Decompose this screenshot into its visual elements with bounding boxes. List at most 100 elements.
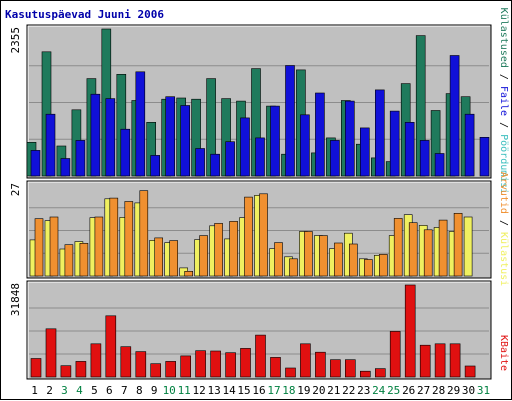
label-files: Faile [498,86,509,116]
bar-bottom-KBaite-3 [60,365,72,378]
bar-top-Faile-25 [389,110,400,177]
bar-middle-Arvutid-1 [34,218,44,277]
bar-middle-Arvutid-9 [154,237,163,277]
bar-middle-Arvutid-24 [378,254,388,277]
bar-bottom-KBaite-8 [135,351,147,378]
bar-middle-Arvutid-18 [289,258,298,277]
x-tick-label: 4 [76,384,83,397]
bar-bottom-KBaite-18 [285,367,296,378]
bar-middle-Arvutid-2 [49,216,59,277]
x-tick-label: 10 [163,384,176,397]
x-tick-label: 14 [222,384,236,397]
label-hits: Pöördumisi [498,134,509,194]
x-tick-label: 5 [91,384,98,397]
x-tick-label: 11 [178,384,191,397]
label-sites: Arvutid [498,172,509,214]
bar-bottom-KBaite-5 [90,343,102,378]
x-tick-label: 7 [121,384,128,397]
bar-top-Faile-15 [240,117,250,177]
bar-bottom-KBaite-9 [150,363,161,378]
bar-middle-Arvutid-3 [64,244,74,277]
bar-bottom-KBaite-1 [30,358,42,378]
bar-middle-Arvutid-26 [408,222,418,277]
bar-middle-Arvutid-25 [393,218,403,277]
chart-title: Kasutuspäevad Juuni 2006 [5,8,164,21]
x-tick-label: 29 [447,384,460,397]
bar-middle-Arvutid-5 [94,216,104,277]
panel-bottom: 31848 [9,280,492,380]
x-tick-label: 21 [327,384,340,397]
bar-top-Faile-9 [150,155,160,177]
x-tick-label: 9 [151,384,158,397]
bar-bottom-KBaite-17 [270,357,281,378]
bar-bottom-KBaite-7 [120,346,132,378]
bar-top-Faile-14 [225,141,235,177]
bar-bottom-KBaite-12 [195,350,206,378]
bar-middle-Arvutid-12 [199,235,208,277]
bar-bottom-KBaite-2 [45,328,57,378]
bar-bottom-KBaite-11 [180,355,191,378]
ymax-label-top: 2355 [9,27,22,54]
x-tick-label: 8 [136,384,143,397]
bar-bottom-KBaite-28 [434,343,446,378]
bar-top-Faile-21 [330,140,340,177]
x-tick-label: 26 [402,384,415,397]
x-tick-label: 24 [372,384,386,397]
bar-top-Faile-24 [374,89,385,177]
bar-middle-Arvutid-11 [184,270,193,277]
x-tick-label: 28 [432,384,445,397]
bar-middle-Arvutid-28 [438,219,448,277]
bar-bottom-KBaite-25 [389,331,401,378]
bar-top-Faile-1 [30,150,41,177]
label-top-panel: Külastused / Faile / Pöördumisi [498,8,509,195]
x-tick-label: 3 [61,384,68,397]
bar-bottom-KBaite-19 [300,343,311,378]
bar-middle-Arvutid-27 [423,229,433,277]
bar-bottom-KBaite-29 [449,343,461,378]
bar-top-Faile-16 [255,137,265,177]
bar-bottom-KBaite-24 [374,368,386,378]
x-tick-label: 17 [267,384,280,397]
bar-bottom-KBaite-30 [464,365,476,378]
bar-middle-Külastusi-30 [463,216,473,277]
bar-top-Faile-3 [60,158,71,177]
panel-top: 2355 [9,24,492,179]
bar-middle-Arvutid-23 [363,259,373,277]
x-tick-label: 2 [46,384,53,397]
bar-top-Faile-18 [285,65,295,177]
label-middle-panel: Arvutid / Külastusi [498,172,509,286]
bar-middle-Arvutid-13 [214,223,223,277]
bar-top-Faile-20 [315,92,325,177]
bar-bottom-KBaite-26 [404,284,416,378]
bar-top-Faile-5 [90,93,101,177]
bar-bottom-KBaite-16 [255,334,266,378]
bar-bottom-KBaite-4 [75,361,87,378]
bar-middle-Arvutid-22 [348,243,358,277]
bar-top-Faile-23 [359,127,370,177]
label-sep: / [498,116,509,134]
bar-top-Faile-30 [464,113,475,177]
bar-top-Faile-10 [165,96,175,177]
bar-bottom-KBaite-22 [344,359,356,378]
panel-middle: 27 [9,180,492,279]
bar-top-Faile-26 [404,122,415,177]
bar-bottom-KBaite-13 [210,350,221,378]
x-tick-label: 31 [477,384,490,397]
bar-top-Faile-7 [120,128,131,177]
label-sep: / [498,214,509,232]
label-pages: Külastused [498,8,509,68]
bar-bottom-KBaite-15 [240,348,251,378]
bar-middle-Arvutid-10 [169,240,178,277]
bar-bottom-KBaite-10 [165,361,176,378]
x-tick-label: 27 [417,384,430,397]
label-bottom-panel: KBaite [498,335,509,371]
x-tick-label: 25 [387,384,400,397]
bar-middle-Arvutid-19 [304,231,313,277]
bar-top-Faile-13 [210,153,220,177]
bar-bottom-KBaite-21 [330,359,341,378]
label-visits: Külastusi [498,232,509,286]
bar-bottom-KBaite-20 [315,351,326,378]
bar-middle-Arvutid-6 [109,197,119,277]
